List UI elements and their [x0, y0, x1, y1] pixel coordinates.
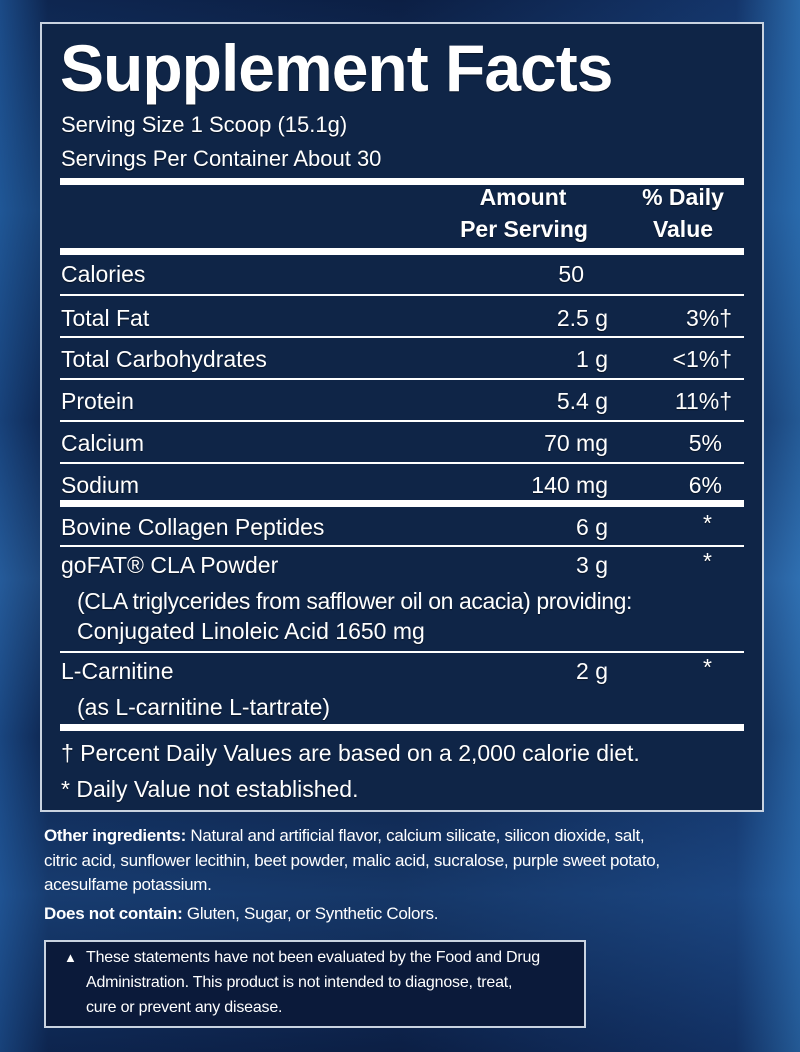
fda-disclaimer-box: ▲ These statements have not been evaluat… [44, 940, 586, 1028]
row-detail: Conjugated Linoleic Acid 1650 mg [77, 618, 425, 644]
row-name: Total Fat [61, 305, 150, 331]
disclaimer-line: These statements have not been evaluated… [86, 949, 540, 966]
divider [60, 248, 744, 255]
row-dv: 6% [688, 472, 722, 498]
row-name: L-Carnitine [61, 658, 174, 684]
row-dv: * [703, 548, 712, 574]
dv-header-1: % Daily [642, 184, 724, 210]
disclaimer-line: cure or prevent any disease. [86, 999, 283, 1016]
divider [60, 378, 744, 380]
row-name: goFAT® CLA Powder [61, 552, 279, 578]
footnote-daily-values: † Percent Daily Values are based on a 2,… [61, 740, 640, 766]
divider [60, 500, 744, 507]
other-ingredients-line: acesulfame potassium. [44, 875, 212, 894]
row-dv: 5% [688, 430, 722, 456]
row-detail: (as L-carnitine L-tartrate) [77, 694, 331, 720]
row-amount: 2.5 g [556, 305, 608, 331]
row-name: Bovine Collagen Peptides [61, 514, 325, 540]
divider [60, 336, 744, 338]
divider [60, 545, 744, 547]
does-not-contain-label: Does not contain: [44, 904, 183, 923]
servings-per-container: Servings Per Container About 30 [61, 146, 382, 171]
row-amount: 6 g [576, 514, 608, 540]
does-not-contain-text: Gluten, Sugar, or Synthetic Colors. [182, 904, 439, 923]
row-amount: 140 mg [531, 472, 608, 498]
row-amount: 1 g [576, 346, 608, 372]
divider [60, 724, 744, 731]
other-ingredients-label: Other ingredients: [44, 826, 186, 845]
other-ingredients-text: Natural and artificial flavor, calcium s… [185, 826, 645, 845]
amount-header-1: Amount [479, 184, 567, 210]
serving-size: Serving Size 1 Scoop (15.1g) [61, 112, 348, 137]
divider [60, 178, 744, 185]
divider [60, 462, 744, 464]
row-name: Protein [61, 388, 134, 414]
divider [60, 651, 744, 653]
other-ingredients-line: citric acid, sunflower lecithin, beet po… [44, 851, 660, 870]
row-name: Calories [61, 261, 146, 287]
title: Supplement Facts [60, 31, 613, 105]
row-dv: * [703, 510, 712, 536]
row-name: Calcium [61, 430, 145, 456]
row-amount: 50 [558, 261, 584, 287]
does-not-contain: Does not contain: Gluten, Sugar, or Synt… [44, 904, 438, 924]
footnote-not-established: * Daily Value not established. [61, 776, 359, 802]
amount-header-2: Per Serving [460, 216, 588, 242]
row-dv: 3%† [685, 305, 732, 331]
row-dv: * [703, 654, 712, 680]
row-detail: (CLA triglycerides from safflower oil on… [77, 588, 633, 614]
row-amount: 2 g [576, 658, 608, 684]
divider [60, 420, 744, 422]
row-dv: 11%† [674, 388, 732, 414]
disclaimer-line: Administration. This product is not inte… [86, 974, 513, 991]
other-ingredients-line: Other ingredients: Natural and artificia… [44, 826, 645, 846]
row-amount: 70 mg [544, 430, 608, 456]
supplement-facts-panel: Supplement Facts Serving Size 1 Scoop (1… [40, 22, 764, 812]
divider [60, 294, 744, 296]
row-amount: 5.4 g [556, 388, 608, 414]
row-amount: 3 g [576, 552, 608, 578]
row-name: Total Carbohydrates [61, 346, 267, 372]
row-dv: <1%† [672, 346, 732, 372]
dv-header-2: Value [652, 216, 714, 242]
row-name: Sodium [61, 472, 139, 498]
triangle-icon: ▲ [64, 950, 77, 965]
